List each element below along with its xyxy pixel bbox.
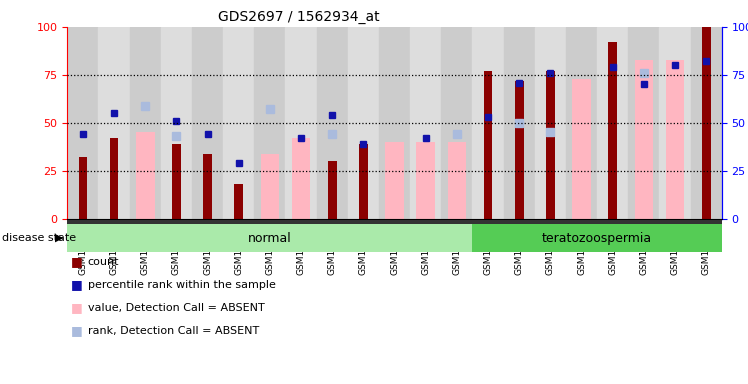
Bar — [690, 27, 722, 219]
Bar — [79, 157, 88, 219]
Text: ■: ■ — [71, 255, 83, 268]
Bar — [484, 71, 492, 219]
Bar — [385, 142, 404, 219]
Text: GDS2697 / 1562934_at: GDS2697 / 1562934_at — [218, 10, 380, 23]
Bar — [234, 184, 243, 219]
Bar — [136, 132, 155, 219]
Bar — [67, 27, 99, 219]
Bar — [572, 79, 591, 219]
Bar — [348, 27, 379, 219]
Text: disease state: disease state — [2, 233, 76, 243]
Bar — [254, 27, 286, 219]
Text: ▶: ▶ — [55, 233, 64, 243]
Text: value, Detection Call = ABSENT: value, Detection Call = ABSENT — [88, 303, 264, 313]
Bar — [292, 138, 310, 219]
Bar — [328, 161, 337, 219]
Bar — [447, 142, 466, 219]
Bar — [172, 144, 181, 219]
Bar — [441, 27, 473, 219]
Text: normal: normal — [248, 232, 292, 245]
Text: ■: ■ — [71, 301, 83, 314]
Bar — [473, 27, 503, 219]
Bar — [286, 27, 316, 219]
Bar — [634, 60, 653, 219]
Bar — [99, 27, 129, 219]
Bar — [192, 27, 223, 219]
Bar — [608, 42, 617, 219]
Bar — [260, 154, 279, 219]
Text: ■: ■ — [71, 324, 83, 337]
Text: count: count — [88, 257, 119, 266]
Bar — [535, 27, 566, 219]
Bar — [628, 27, 660, 219]
Text: percentile rank within the sample: percentile rank within the sample — [88, 280, 275, 290]
Bar — [379, 27, 410, 219]
Bar — [417, 142, 435, 219]
Bar — [316, 27, 348, 219]
Bar — [515, 81, 524, 219]
Bar — [223, 27, 254, 219]
Bar — [546, 71, 555, 219]
Bar — [503, 27, 535, 219]
Bar — [566, 27, 597, 219]
Bar — [666, 60, 684, 219]
Text: teratozoospermia: teratozoospermia — [542, 232, 652, 245]
Bar — [203, 154, 212, 219]
Text: rank, Detection Call = ABSENT: rank, Detection Call = ABSENT — [88, 326, 259, 336]
Bar — [660, 27, 690, 219]
Bar — [410, 27, 441, 219]
Bar — [129, 27, 161, 219]
Bar — [359, 144, 368, 219]
Text: ■: ■ — [71, 278, 83, 291]
Bar — [161, 27, 192, 219]
Bar — [597, 27, 628, 219]
Bar — [702, 27, 711, 219]
Bar — [110, 138, 118, 219]
